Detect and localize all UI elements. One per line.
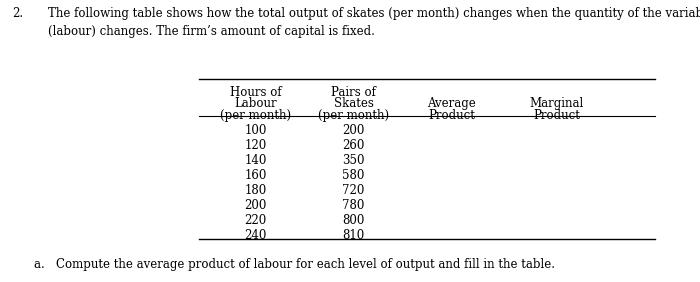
Text: Marginal: Marginal [529, 97, 584, 110]
Text: 2.: 2. [13, 7, 24, 20]
Text: (per month): (per month) [318, 109, 389, 122]
Text: Skates: Skates [334, 97, 373, 110]
Text: 810: 810 [342, 229, 365, 242]
Text: 240: 240 [244, 229, 267, 242]
Text: 220: 220 [244, 214, 267, 227]
Text: a.   Compute the average product of labour for each level of output and fill in : a. Compute the average product of labour… [34, 258, 554, 271]
Text: 160: 160 [244, 169, 267, 182]
Text: 120: 120 [244, 139, 267, 152]
Text: 200: 200 [244, 199, 267, 212]
Text: The following table shows how the total output of skates (per month) changes whe: The following table shows how the total … [48, 7, 700, 38]
Text: 200: 200 [342, 124, 365, 137]
Text: 140: 140 [244, 154, 267, 167]
Text: (per month): (per month) [220, 109, 291, 122]
Text: Pairs of: Pairs of [331, 86, 376, 99]
Text: Average: Average [427, 97, 476, 110]
Text: Hours of: Hours of [230, 86, 281, 99]
Text: 260: 260 [342, 139, 365, 152]
Text: 100: 100 [244, 124, 267, 137]
Text: Product: Product [428, 109, 475, 122]
Text: 180: 180 [244, 184, 267, 197]
Text: 350: 350 [342, 154, 365, 167]
Text: 800: 800 [342, 214, 365, 227]
Text: Product: Product [533, 109, 580, 122]
Text: 720: 720 [342, 184, 365, 197]
Text: 580: 580 [342, 169, 365, 182]
Text: 780: 780 [342, 199, 365, 212]
Text: Labour: Labour [234, 97, 276, 110]
